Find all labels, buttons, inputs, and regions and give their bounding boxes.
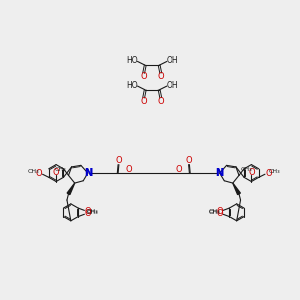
Text: O: O <box>126 165 132 174</box>
Text: O: O <box>175 165 182 174</box>
Text: O: O <box>248 168 255 177</box>
Text: O: O <box>84 207 91 216</box>
Text: N: N <box>84 168 92 178</box>
Text: CH₃: CH₃ <box>209 209 220 214</box>
Text: O: O <box>266 169 272 178</box>
Text: N: N <box>216 168 224 178</box>
Text: O: O <box>140 72 147 81</box>
Text: CH₃: CH₃ <box>268 169 280 174</box>
Text: CH₃: CH₃ <box>209 210 220 215</box>
Text: O: O <box>185 156 192 165</box>
Text: CH₃: CH₃ <box>241 167 253 172</box>
Text: OH: OH <box>167 81 178 90</box>
Text: O: O <box>116 156 122 165</box>
Text: OH: OH <box>167 56 178 65</box>
Text: O: O <box>53 168 59 177</box>
Text: N: N <box>84 168 92 178</box>
Text: O: O <box>84 209 91 218</box>
Text: O: O <box>158 97 164 106</box>
Text: O: O <box>217 207 223 216</box>
Text: CH₃: CH₃ <box>27 169 39 174</box>
Text: CH₃: CH₃ <box>55 167 67 172</box>
Text: HO: HO <box>126 81 138 90</box>
Text: O: O <box>158 72 164 81</box>
Text: HO: HO <box>126 56 138 65</box>
Text: O: O <box>140 97 147 106</box>
Text: N: N <box>216 168 224 178</box>
Text: CH₃: CH₃ <box>87 209 99 214</box>
Text: O: O <box>217 209 223 218</box>
Text: O: O <box>35 169 42 178</box>
Polygon shape <box>67 183 75 195</box>
Polygon shape <box>233 183 240 195</box>
Text: CH₃: CH₃ <box>87 210 99 215</box>
